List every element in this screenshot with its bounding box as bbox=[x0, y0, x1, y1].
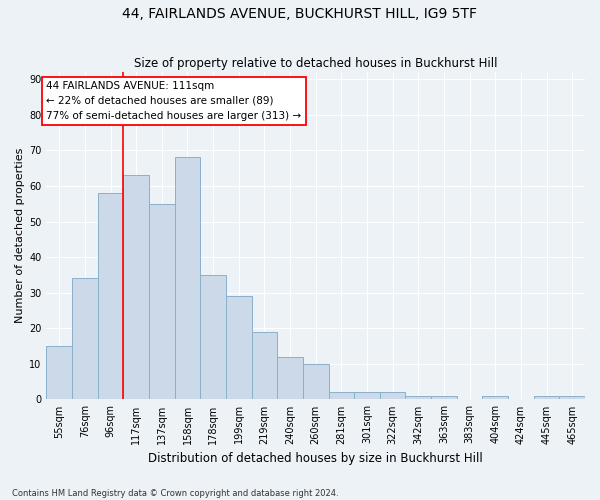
Text: 44, FAIRLANDS AVENUE, BUCKHURST HILL, IG9 5TF: 44, FAIRLANDS AVENUE, BUCKHURST HILL, IG… bbox=[122, 8, 478, 22]
Bar bbox=[559, 396, 585, 400]
Bar bbox=[226, 296, 251, 400]
Bar bbox=[354, 392, 380, 400]
Bar bbox=[149, 204, 175, 400]
Bar bbox=[380, 392, 406, 400]
Bar bbox=[277, 356, 303, 400]
Bar bbox=[482, 396, 508, 400]
Bar bbox=[406, 396, 431, 400]
X-axis label: Distribution of detached houses by size in Buckhurst Hill: Distribution of detached houses by size … bbox=[148, 452, 483, 465]
Y-axis label: Number of detached properties: Number of detached properties bbox=[15, 148, 25, 324]
Bar bbox=[46, 346, 72, 400]
Bar bbox=[175, 158, 200, 400]
Bar bbox=[72, 278, 98, 400]
Text: 44 FAIRLANDS AVENUE: 111sqm
← 22% of detached houses are smaller (89)
77% of sem: 44 FAIRLANDS AVENUE: 111sqm ← 22% of det… bbox=[46, 81, 302, 120]
Bar bbox=[534, 396, 559, 400]
Bar bbox=[124, 175, 149, 400]
Bar bbox=[98, 193, 124, 400]
Bar bbox=[251, 332, 277, 400]
Bar bbox=[431, 396, 457, 400]
Bar bbox=[303, 364, 329, 400]
Title: Size of property relative to detached houses in Buckhurst Hill: Size of property relative to detached ho… bbox=[134, 56, 497, 70]
Text: Contains HM Land Registry data © Crown copyright and database right 2024.: Contains HM Land Registry data © Crown c… bbox=[12, 488, 338, 498]
Bar bbox=[200, 275, 226, 400]
Bar bbox=[329, 392, 354, 400]
